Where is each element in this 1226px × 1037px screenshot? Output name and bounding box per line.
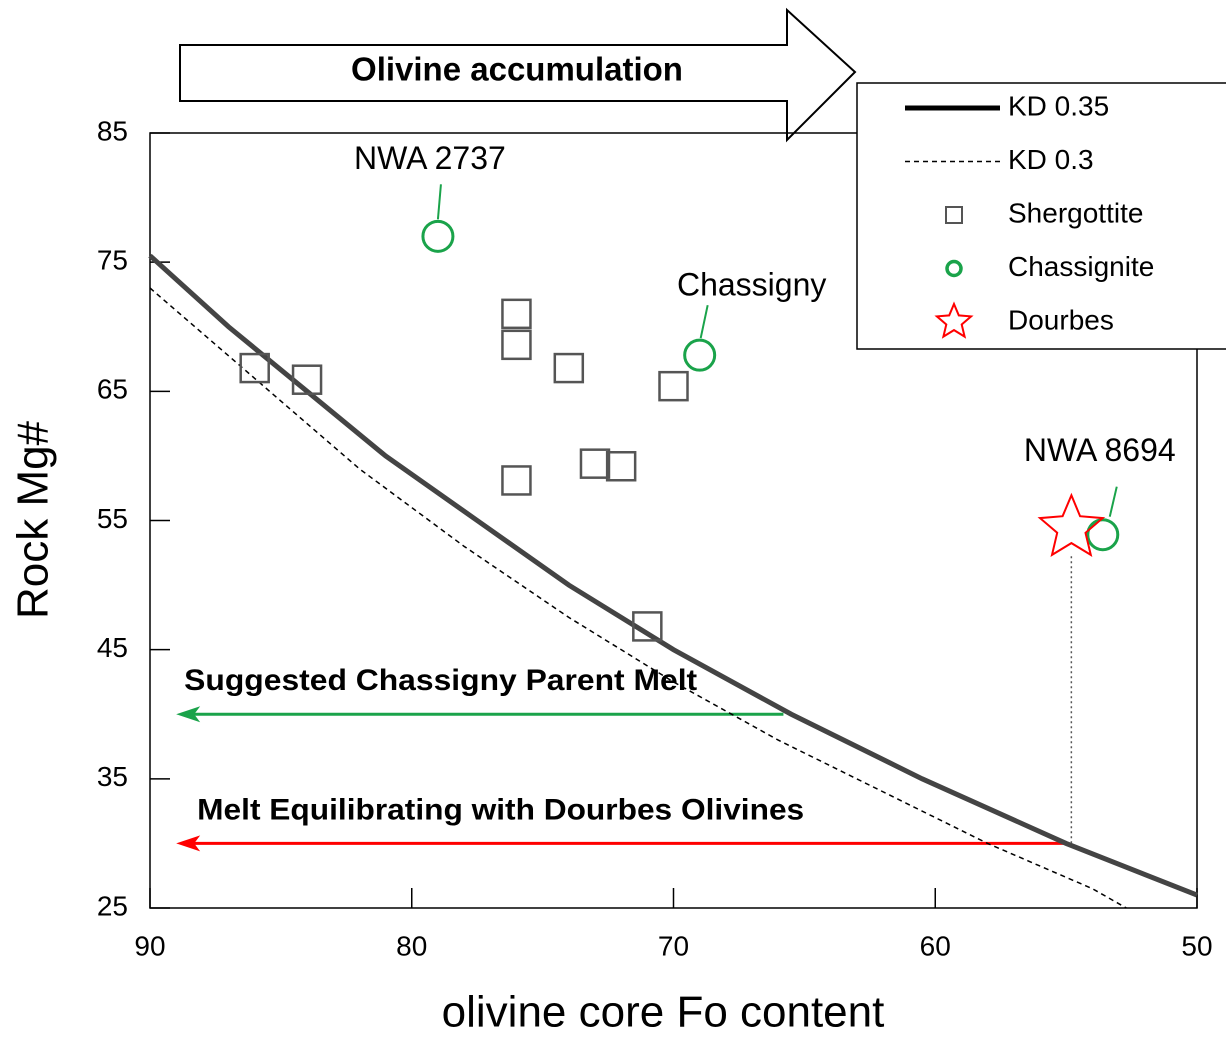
shergottite-point: [501, 465, 532, 496]
legend-label: KD 0.3: [1008, 144, 1094, 175]
y-tick-label: 75: [97, 245, 128, 276]
legend-label: KD 0.35: [1008, 90, 1109, 121]
banner-text: Olivine accumulation: [351, 51, 683, 88]
chassignite-point: [683, 338, 717, 372]
point-label: Chassigny: [677, 267, 826, 303]
legend-label: Chassignite: [1008, 251, 1154, 282]
x-tick-label: 50: [1181, 930, 1212, 961]
shergottite-point: [605, 451, 637, 482]
legend-label: Shergottite: [1008, 197, 1143, 228]
x-tick-label: 70: [658, 930, 689, 961]
arrow-label: Melt Equilibrating with Dourbes Olivines: [197, 793, 804, 826]
arrow-head: [176, 706, 201, 723]
point-label: NWA 8694: [1024, 432, 1176, 468]
banner-arrow: [179, 7, 857, 143]
arrow-head: [176, 835, 201, 852]
y-tick-label: 65: [97, 374, 128, 405]
chassignite-point: [1086, 518, 1120, 552]
shergottite-point: [239, 352, 270, 384]
leader-line: [436, 184, 442, 220]
shergottite-point: [291, 364, 323, 395]
y-axis-label: Rock Mg#: [9, 420, 58, 619]
shergottite-point: [501, 298, 532, 330]
leader-line: [1108, 486, 1118, 517]
shergottite-point: [501, 329, 532, 361]
dourbes-point: [1037, 492, 1106, 558]
shergottite-point: [632, 611, 663, 642]
y-tick-label: 55: [97, 503, 128, 534]
legend-symbol: [934, 301, 974, 339]
x-axis-label: olivine core Fo content: [442, 988, 885, 1037]
legend-symbol: [945, 259, 963, 278]
curve: [149, 287, 1127, 909]
y-tick-label: 35: [97, 761, 128, 792]
curve: [148, 253, 1198, 898]
shergottite-point: [658, 370, 689, 402]
y-tick-label: 85: [97, 115, 128, 146]
x-tick-label: 60: [920, 930, 951, 961]
x-tick-label: 80: [396, 930, 427, 961]
shergottite-point: [579, 448, 611, 479]
legend-label: Dourbes: [1008, 304, 1114, 335]
point-label: NWA 2737: [354, 140, 506, 176]
x-tick-label: 90: [134, 930, 165, 961]
legend-symbol: [945, 206, 963, 224]
shergottite-point: [553, 352, 585, 384]
chassignite-point: [421, 219, 455, 253]
y-tick-label: 45: [97, 632, 128, 663]
arrow-label: Suggested Chassigny Parent Melt: [184, 664, 697, 697]
legend-box: [856, 82, 1226, 350]
leader-line: [699, 304, 709, 339]
y-tick-label: 25: [97, 890, 128, 921]
